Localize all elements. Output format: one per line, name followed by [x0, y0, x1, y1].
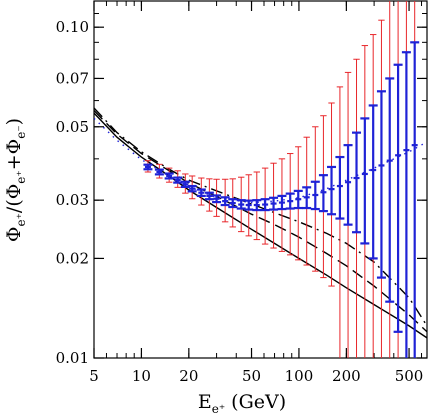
- x-tick-label: 5: [89, 367, 99, 385]
- x-tick-label: 20: [179, 367, 198, 385]
- y-axis-label: Φe⁺/(Φe⁺+Φe⁻): [3, 118, 28, 242]
- y-tick-label: 0.07: [56, 69, 89, 87]
- y-tick-label: 0.10: [56, 18, 89, 36]
- y-tick-label: 0.02: [56, 249, 89, 267]
- model-curve-dash-dot: [94, 107, 427, 327]
- x-axis-label: Ee⁺ (GeV): [198, 391, 286, 415]
- x-tick-label: 500: [395, 367, 424, 385]
- model-curve-solid: [94, 112, 427, 339]
- model-curve-dotted: [94, 117, 427, 204]
- y-tick-label: 0.01: [56, 349, 89, 367]
- axis-tick-labels: 5 10 20 50 100 200 500 0.01 0.02 0.03 0.05 0.07 0.10: [56, 18, 424, 385]
- axis-ticks: [93, 0, 427, 359]
- plot-area: [94, 1, 427, 358]
- x-tick-label: 100: [285, 367, 314, 385]
- y-tick-label: 0.03: [56, 191, 89, 209]
- x-tick-label: 200: [332, 367, 361, 385]
- plot-frame: [93, 0, 428, 359]
- x-tick-label: 50: [242, 367, 261, 385]
- model-curve-long-dash: [94, 110, 427, 333]
- x-tick-label: 10: [132, 367, 151, 385]
- y-tick-label: 0.05: [56, 118, 89, 136]
- plot-content: [94, 1, 427, 358]
